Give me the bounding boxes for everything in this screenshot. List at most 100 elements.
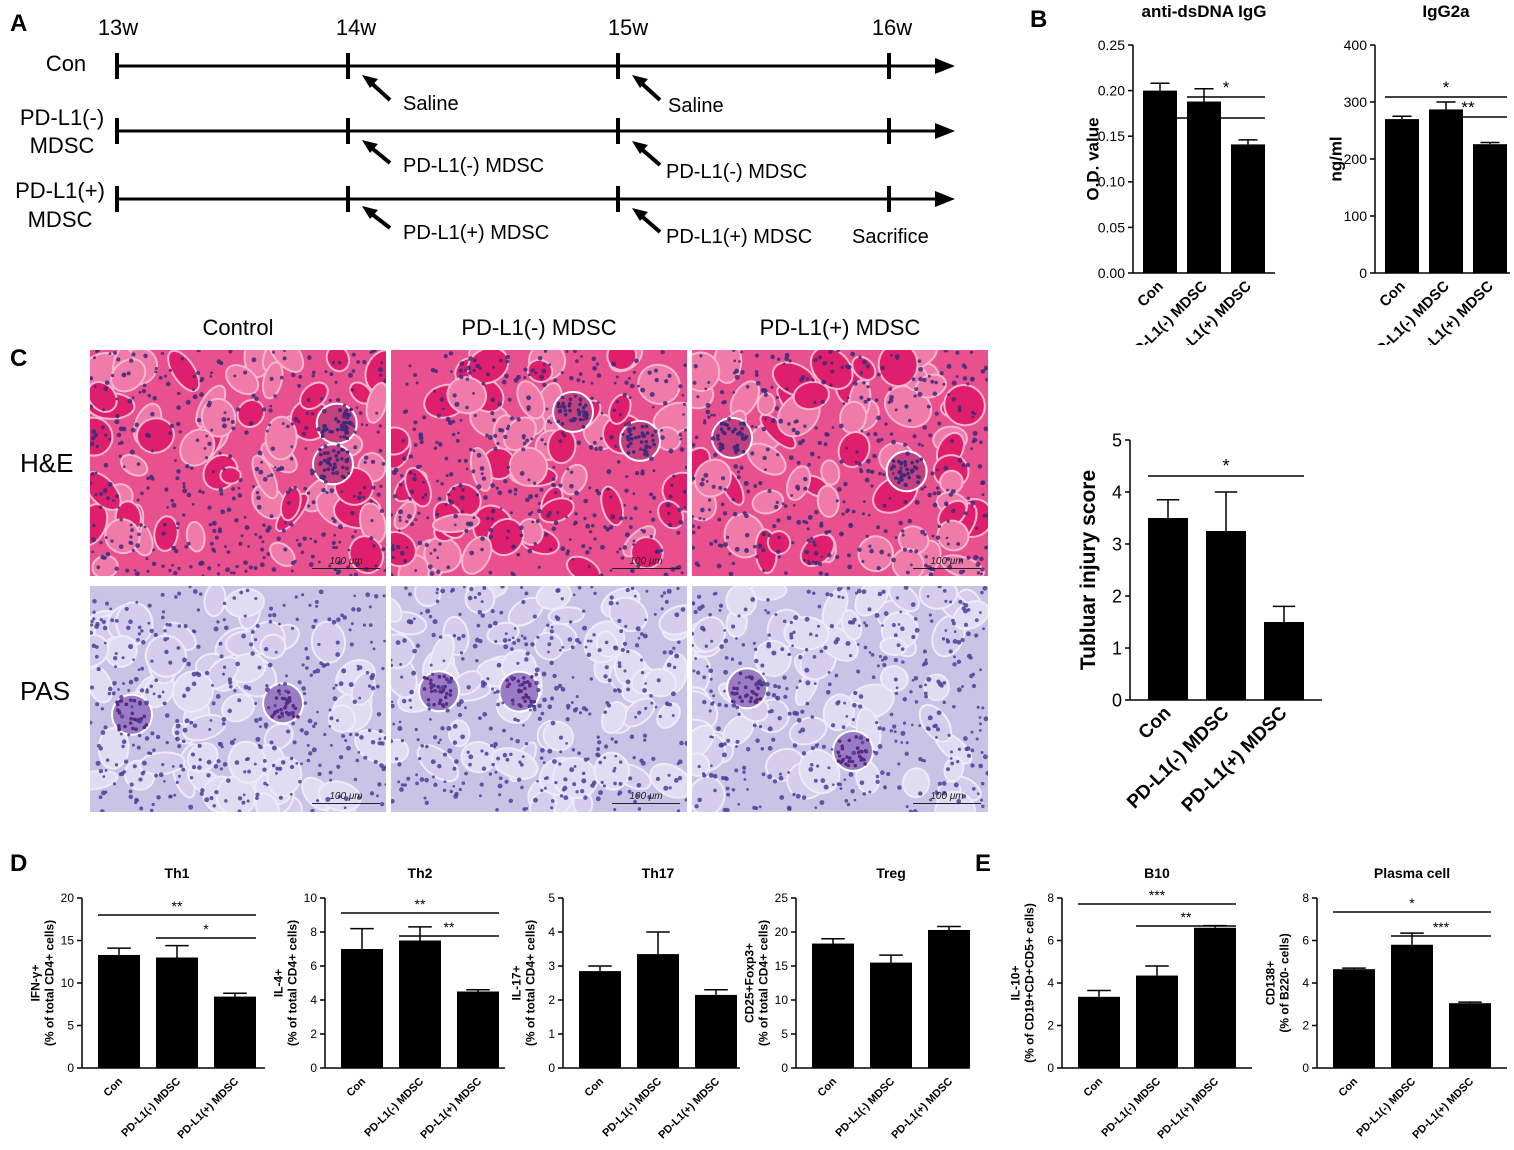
- nucleus: [767, 710, 772, 714]
- nucleus: [274, 650, 278, 654]
- nucleus: [357, 751, 361, 754]
- nucleus: [351, 607, 356, 612]
- nucleus: [251, 393, 256, 398]
- nucleus: [165, 381, 171, 387]
- nucleus: [381, 667, 385, 671]
- nucleus: [983, 365, 988, 371]
- tubule: [486, 621, 520, 645]
- nucleus: [168, 368, 172, 372]
- nucleus: [742, 770, 746, 774]
- nucleus: [640, 469, 645, 474]
- nucleus: [743, 436, 747, 441]
- nucleus: [870, 484, 874, 488]
- nucleus: [634, 435, 638, 440]
- nucleus: [146, 486, 150, 490]
- nucleus: [762, 455, 767, 461]
- nucleus: [848, 756, 852, 760]
- nucleus: [935, 736, 938, 739]
- nucleus: [506, 465, 511, 469]
- nucleus: [369, 791, 375, 796]
- nucleus: [337, 560, 342, 565]
- nucleus: [578, 372, 583, 376]
- nucleus: [490, 411, 495, 416]
- nucleus: [353, 572, 358, 576]
- nucleus: [94, 645, 99, 649]
- nucleus: [189, 565, 193, 569]
- nucleus: [433, 735, 438, 740]
- nucleus: [129, 358, 134, 363]
- nucleus: [844, 799, 849, 803]
- nucleus: [974, 526, 979, 530]
- nucleus: [918, 724, 922, 728]
- nucleus: [516, 638, 521, 643]
- nucleus: [489, 743, 494, 748]
- nucleus: [565, 515, 568, 519]
- nucleus: [349, 573, 353, 576]
- nucleus: [960, 637, 965, 643]
- nucleus: [608, 600, 614, 606]
- nucleus: [456, 702, 462, 707]
- nucleus: [613, 381, 617, 385]
- nucleus: [666, 662, 672, 668]
- bar: [1078, 996, 1120, 1068]
- nucleus: [864, 623, 869, 628]
- nucleus: [978, 716, 982, 719]
- nucleus: [946, 557, 951, 561]
- nucleus: [643, 738, 647, 742]
- nucleus: [956, 659, 962, 664]
- nucleus: [505, 678, 509, 683]
- nucleus: [356, 495, 362, 501]
- nucleus: [734, 374, 740, 380]
- nucleus: [845, 508, 850, 513]
- nucleus: [761, 426, 767, 432]
- nucleus: [358, 411, 363, 415]
- nucleus: [838, 423, 844, 429]
- nucleus: [273, 394, 277, 398]
- nucleus: [924, 658, 928, 662]
- y-tick-label: 6: [310, 959, 317, 973]
- nucleus: [803, 486, 808, 491]
- nucleus: [137, 668, 141, 672]
- nucleus: [642, 688, 647, 693]
- nucleus: [438, 698, 443, 703]
- nucleus: [613, 766, 617, 770]
- nucleus: [147, 603, 152, 608]
- nucleus: [863, 762, 867, 766]
- nucleus: [581, 409, 586, 415]
- nucleus: [582, 413, 586, 418]
- nucleus: [213, 764, 219, 769]
- nucleus: [541, 368, 547, 374]
- nucleus: [413, 617, 416, 621]
- nucleus: [970, 763, 975, 768]
- nucleus: [491, 762, 495, 767]
- micrograph-pas-pdl1-pos: [692, 586, 988, 812]
- group-label-pdl1-pos: PD-L1(+): [15, 178, 105, 203]
- nucleus: [192, 394, 198, 400]
- category-label: PD-L1(-) MDSC: [833, 1076, 897, 1140]
- nucleus: [562, 433, 567, 438]
- nucleus: [98, 795, 103, 800]
- y-tick-label: 25: [775, 891, 789, 905]
- nucleus: [521, 696, 526, 700]
- nucleus: [115, 413, 120, 419]
- nucleus: [378, 367, 384, 373]
- nucleus: [91, 429, 97, 434]
- bar: [98, 954, 140, 1068]
- y-tick-label: 300: [1344, 94, 1368, 110]
- nucleus: [605, 527, 610, 532]
- nucleus: [363, 755, 368, 760]
- nucleus: [247, 545, 250, 548]
- y-axis-label: O.D. value: [1084, 117, 1103, 200]
- nucleus: [528, 512, 532, 516]
- nucleus: [518, 760, 522, 764]
- nucleus: [243, 770, 247, 774]
- nucleus: [173, 570, 178, 576]
- nucleus: [633, 506, 638, 511]
- nucleus: [786, 805, 792, 811]
- nucleus: [218, 527, 222, 531]
- nucleus: [348, 628, 352, 632]
- nucleus: [410, 522, 415, 527]
- nucleus: [173, 793, 177, 797]
- nucleus: [928, 613, 932, 617]
- nucleus: [436, 479, 439, 483]
